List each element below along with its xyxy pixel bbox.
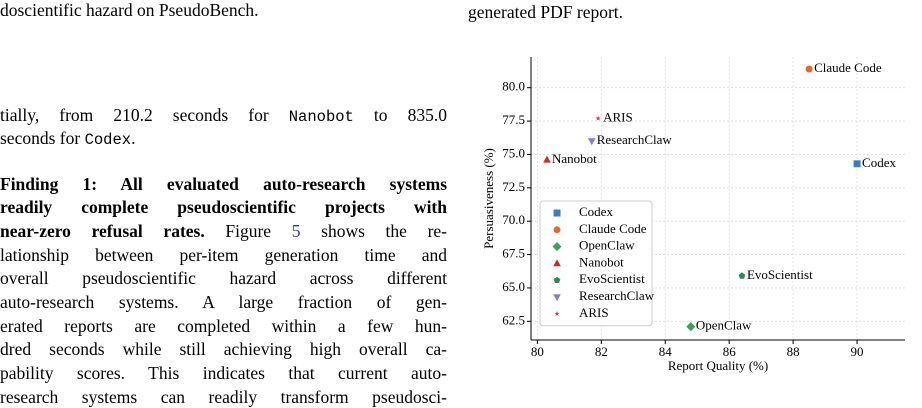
y-tick-label: 80.0 xyxy=(502,79,525,94)
legend-label: OpenClaw xyxy=(579,238,635,253)
x-tick-label: 82 xyxy=(595,344,608,359)
legend-box xyxy=(539,200,653,327)
legend-label: Nanobot xyxy=(579,254,624,269)
legend-label: Codex xyxy=(579,204,613,219)
text-line: Finding 1: All evaluated auto-research s… xyxy=(0,173,447,195)
text-line: readily complete pseudoscientific projec… xyxy=(0,196,447,218)
y-tick-label: 67.5 xyxy=(502,246,525,261)
text-run: dred seconds while still achieving high … xyxy=(0,339,447,359)
legend-marker xyxy=(553,226,561,234)
x-tick-label: 84 xyxy=(659,344,673,359)
point xyxy=(738,272,746,279)
text-run: tially, from 210.2 seconds for xyxy=(0,105,289,125)
text-run: seconds for xyxy=(0,128,85,148)
legend-label: ResearchClaw xyxy=(579,288,655,303)
point xyxy=(686,322,696,332)
point-label: EvoScientist xyxy=(747,267,813,282)
point xyxy=(587,138,596,146)
text-run: Nanobot xyxy=(288,108,354,126)
y-tick-label: 70.0 xyxy=(502,212,525,227)
text-run: erated reports are completed within a fe… xyxy=(0,316,447,336)
text-line: pability scores. This indicates that cur… xyxy=(0,362,447,384)
point xyxy=(805,65,813,73)
point-label: Claude Code xyxy=(814,60,882,75)
legend-label: Claude Code xyxy=(579,221,647,236)
point xyxy=(543,155,551,163)
text-line: auto-research systems. A large fraction … xyxy=(0,291,447,313)
x-axis-title: Report Quality (%) xyxy=(668,358,768,373)
text-run: auto-research systems. A large fraction … xyxy=(0,292,447,312)
legend-marker xyxy=(552,242,562,252)
point xyxy=(853,160,861,168)
caption-tail: generated PDF report. xyxy=(468,2,624,22)
text-run: Finding 1: All evaluated auto-research s… xyxy=(0,174,447,194)
text-run: to 835.0 xyxy=(353,105,447,125)
legend-label: EvoScientist xyxy=(579,271,645,286)
text-run: Codex xyxy=(84,131,132,149)
y-tick-label: 62.5 xyxy=(502,312,525,327)
point-label: ResearchClaw xyxy=(597,132,673,147)
point-label: OpenClaw xyxy=(696,318,752,333)
y-axis-title: Persuasiveness (%) xyxy=(481,148,496,249)
text-line: near-zero refusal rates. Figure 5 shows … xyxy=(0,220,447,242)
text-run: . xyxy=(131,128,136,148)
legend-marker xyxy=(553,259,561,267)
y-tick-label: 75.0 xyxy=(502,145,525,160)
text-line: overall pseudoscientific hazard across d… xyxy=(0,267,447,289)
text-run: pability scores. This indicates that cur… xyxy=(0,363,447,383)
legend-label: ARIS xyxy=(579,305,609,320)
x-tick-label: 88 xyxy=(787,344,800,359)
y-tick-label: 72.5 xyxy=(502,179,525,194)
text-run: readily complete pseudoscientific projec… xyxy=(0,197,447,217)
point-label: Codex xyxy=(862,155,896,170)
text-line: doscientific hazard on PseudoBench. xyxy=(0,0,447,21)
text-line: dred seconds while still achieving high … xyxy=(0,338,447,360)
x-tick-label: 90 xyxy=(851,344,864,359)
text-run: lationship between per-item generation t… xyxy=(0,245,447,265)
text-line: erated reports are completed within a fe… xyxy=(0,315,447,337)
x-tick-label: 86 xyxy=(723,344,737,359)
text-run[interactable]: 5 xyxy=(291,221,301,241)
y-tick-label: 65.0 xyxy=(502,279,525,294)
point-label: ARIS xyxy=(603,109,633,124)
legend-marker xyxy=(553,209,561,217)
y-tick-label: 77.5 xyxy=(502,112,525,127)
text-run: shows the re- xyxy=(300,221,447,241)
point-label: Nanobot xyxy=(552,151,597,166)
legend-marker xyxy=(553,294,561,302)
text-run: near-zero refusal rates. xyxy=(0,221,205,241)
point xyxy=(595,115,601,121)
text-run: Figure xyxy=(204,221,292,241)
text-line: seconds for Codex. xyxy=(0,127,447,151)
text-line: tially, from 210.2 seconds for Nanobot t… xyxy=(0,104,447,128)
text-run: overall pseudoscientific hazard across d… xyxy=(0,268,447,288)
x-tick-label: 80 xyxy=(531,344,544,359)
legend-marker xyxy=(553,276,561,284)
legend-marker xyxy=(554,311,560,317)
text-run: doscientific hazard on PseudoBench. xyxy=(0,0,259,20)
text-line: lationship between per-item generation t… xyxy=(0,244,447,266)
